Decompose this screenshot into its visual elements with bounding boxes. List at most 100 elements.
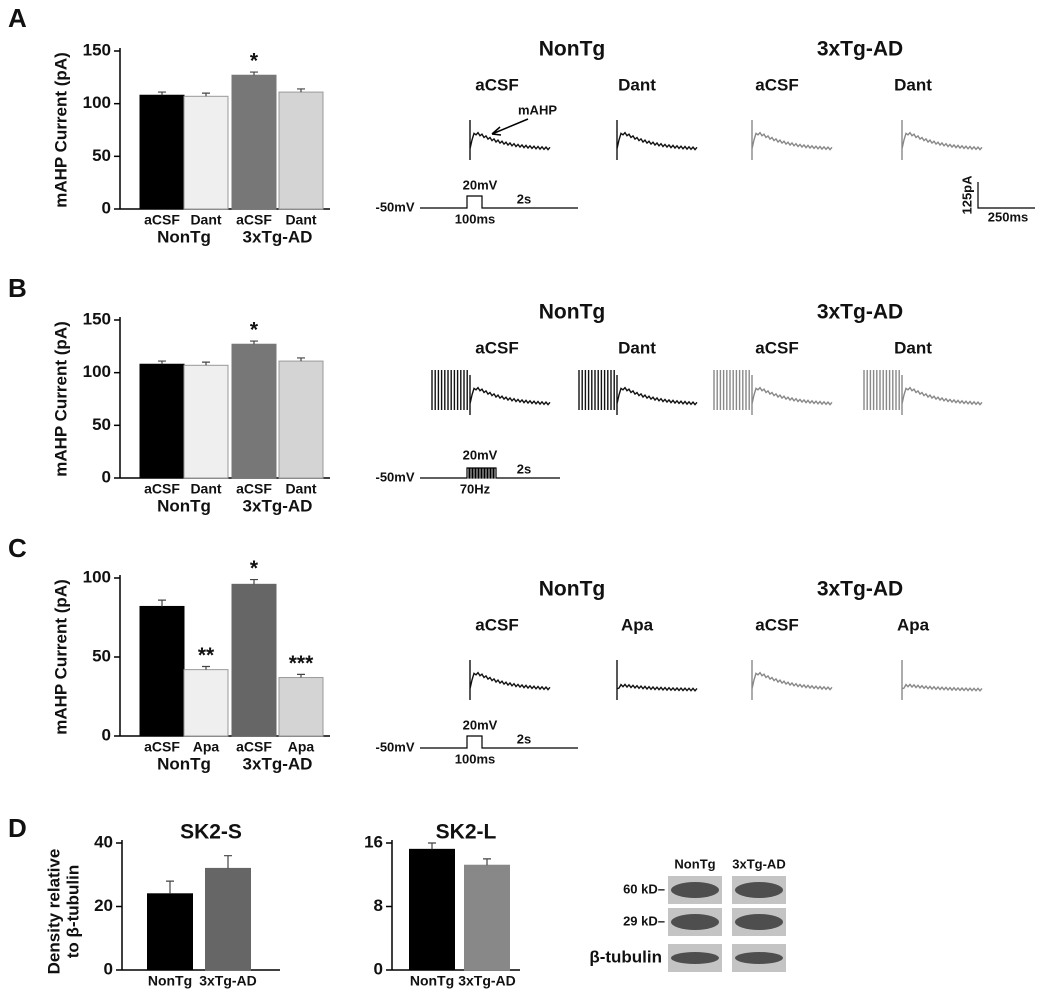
protocol-label: -50mV — [375, 199, 414, 214]
x-tick-label: aCSF — [144, 481, 180, 497]
panel-letter: B — [8, 273, 27, 303]
panel-letter: A — [8, 3, 27, 33]
row-label: 60 kD– — [623, 881, 665, 896]
y-axis-label: mAHP Current (pA) — [51, 52, 70, 208]
current-trace — [469, 660, 551, 700]
error-bar — [297, 88, 305, 93]
protocol-label: 100ms — [455, 751, 495, 766]
protocol-label: 2s — [517, 461, 531, 476]
y-tick-label: 150 — [83, 40, 111, 59]
error-bar — [250, 340, 258, 345]
x-tick-label: 3xTg-AD — [199, 973, 257, 989]
y-tick-label: 50 — [92, 415, 111, 434]
bar — [278, 360, 324, 479]
chart-title: SK2-S — [180, 821, 242, 844]
group-label: 3xTg-AD — [243, 754, 313, 773]
condition-label: aCSF — [755, 615, 798, 634]
y-axis-label: Density relative — [44, 849, 63, 975]
bar — [183, 669, 229, 737]
y-tick-label: 0 — [102, 467, 111, 486]
x-tick-label: Dant — [285, 212, 316, 228]
blot-band — [735, 914, 783, 930]
bar — [139, 94, 185, 210]
condition-label: Dant — [618, 75, 656, 94]
lane-label: 3xTg-AD — [732, 856, 785, 871]
condition-label: aCSF — [475, 75, 518, 94]
group-label: NonTg — [157, 496, 211, 515]
x-tick-label: Apa — [193, 739, 220, 755]
y-tick-label: 50 — [92, 646, 111, 665]
current-trace — [616, 120, 698, 160]
protocol-label: 2s — [517, 731, 531, 746]
x-tick-label: 3xTg-AD — [458, 973, 516, 989]
protocol-label: 2s — [517, 191, 531, 206]
error-bar — [158, 599, 166, 607]
condition-label: aCSF — [475, 338, 518, 357]
y-tick-label: 20 — [94, 896, 113, 915]
protocol-label: 20mV — [463, 447, 498, 462]
scale-label: 125pA — [959, 175, 974, 215]
x-tick-label: Dant — [190, 481, 221, 497]
significance: * — [250, 557, 259, 580]
protocol-label: 20mV — [463, 717, 498, 732]
bar — [139, 363, 185, 479]
y-tick-label: 150 — [83, 309, 111, 328]
y-tick-label: 16 — [364, 832, 383, 851]
bar — [278, 677, 324, 737]
bar — [183, 364, 229, 479]
error-bar — [428, 842, 436, 850]
protocol-label: 20mV — [463, 177, 498, 192]
error-bar — [483, 858, 491, 866]
error-bar — [202, 92, 210, 97]
y-tick-label: 0 — [104, 959, 113, 978]
protocol-label: -50mV — [375, 469, 414, 484]
bar — [231, 343, 277, 479]
current-trace — [901, 120, 983, 160]
y-tick-label: 40 — [94, 832, 113, 851]
y-tick-label: 100 — [83, 567, 111, 586]
lane-label: NonTg — [674, 856, 715, 871]
blot-band — [735, 882, 783, 898]
panel-letter: C — [8, 533, 27, 563]
row-label: β-tubulin — [589, 947, 662, 966]
bar — [231, 583, 277, 737]
protocol-line — [420, 735, 578, 749]
bar — [147, 893, 193, 971]
current-trace — [863, 370, 983, 415]
scale-label: 250ms — [988, 209, 1028, 224]
y-tick-label: 0 — [374, 959, 383, 978]
y-tick-label: 100 — [83, 362, 111, 381]
error-bar — [166, 880, 174, 894]
condition-label: Dant — [618, 338, 656, 357]
current-trace — [901, 660, 983, 700]
significance: * — [250, 319, 259, 342]
protocol-label: 100ms — [455, 211, 495, 226]
error-bar — [158, 91, 166, 96]
condition-label: Apa — [897, 615, 930, 634]
blot-band — [671, 882, 719, 898]
error-bar — [250, 71, 258, 76]
error-bar — [202, 361, 210, 366]
protocol-line — [420, 195, 578, 209]
blot-band — [671, 914, 719, 930]
error-bar — [202, 665, 210, 670]
condition-label: aCSF — [475, 615, 518, 634]
y-tick-label: 100 — [83, 93, 111, 112]
x-tick-label: Apa — [288, 739, 315, 755]
x-tick-label: aCSF — [144, 739, 180, 755]
y-tick-label: 50 — [92, 146, 111, 165]
group-heading: NonTg — [539, 38, 605, 61]
error-bar — [297, 357, 305, 362]
group-label: NonTg — [157, 227, 211, 246]
current-trace — [616, 660, 698, 700]
x-tick-label: NonTg — [148, 973, 192, 989]
current-trace — [713, 370, 833, 415]
arrow — [491, 118, 529, 136]
trace-annotation: mAHP — [518, 102, 557, 117]
significance: *** — [289, 652, 314, 675]
error-bar — [250, 578, 258, 585]
x-tick-label: aCSF — [236, 739, 272, 755]
group-label: 3xTg-AD — [243, 227, 313, 246]
current-trace — [469, 120, 551, 160]
